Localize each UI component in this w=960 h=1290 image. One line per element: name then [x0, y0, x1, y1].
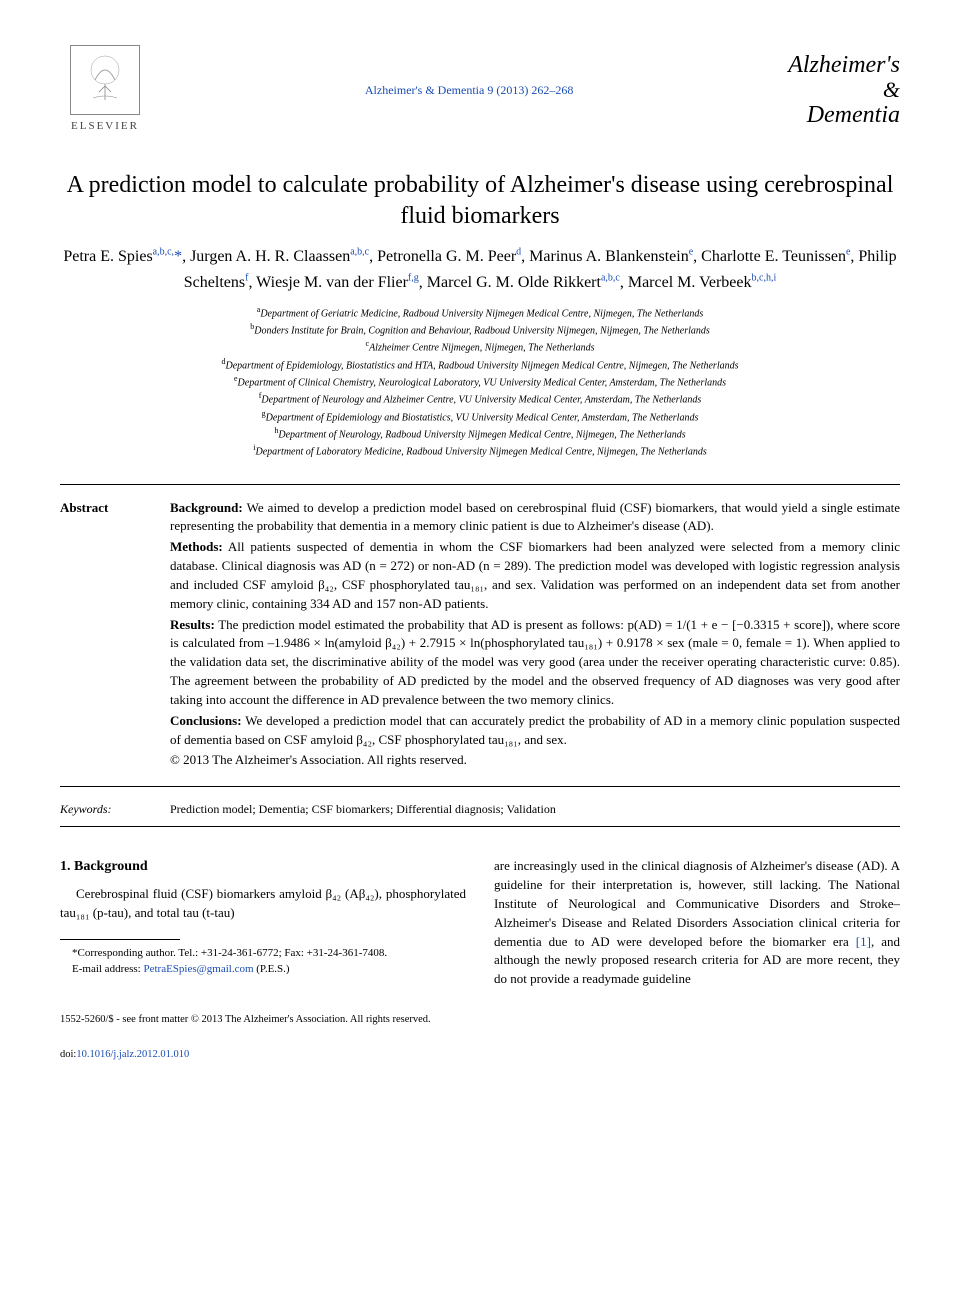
email-footnote: E-mail address: PetraESpies@gmail.com (P… [60, 962, 466, 977]
column-left: 1. Background Cerebrospinal fluid (CSF) … [60, 857, 466, 993]
email-label: E-mail address: [72, 963, 143, 975]
article-title: A prediction model to calculate probabil… [60, 170, 900, 232]
page-header: ELSEVIER Alzheimer's & Dementia 9 (2013)… [60, 40, 900, 140]
email-link[interactable]: PetraESpies@gmail.com [143, 963, 253, 975]
journal-reference[interactable]: Alzheimer's & Dementia 9 (2013) 262–268 [365, 82, 573, 99]
column-right: are increasingly used in the clinical di… [494, 857, 900, 993]
abstract-conclusions-label: Conclusions: [170, 713, 242, 728]
footnote-separator [60, 939, 180, 940]
abstract-label: Abstract [60, 499, 170, 773]
abstract-methods-label: Methods: [170, 539, 223, 554]
affiliations-list: aDepartment of Geriatric Medicine, Radbo… [60, 304, 900, 460]
abstract-copyright: © 2013 The Alzheimer's Association. All … [170, 751, 900, 770]
reference-link-1[interactable]: [1] [856, 934, 871, 949]
journal-name-amp: & [788, 78, 900, 102]
footer-issn: 1552-5260/$ - see front matter © 2013 Th… [60, 1013, 900, 1028]
body-columns: 1. Background Cerebrospinal fluid (CSF) … [60, 857, 900, 993]
authors-list: Petra E. Spiesa,b,c,*, Jurgen A. H. R. C… [60, 244, 900, 295]
abstract-conclusions-text: We developed a prediction model that can… [170, 713, 900, 747]
journal-logo: Alzheimer's & Dementia [788, 52, 900, 129]
publisher-name: ELSEVIER [71, 119, 139, 134]
footer-doi: doi:10.1016/j.jalz.2012.01.010 [60, 1048, 900, 1063]
abstract-background-text: We aimed to develop a prediction model b… [170, 500, 900, 534]
email-suffix: (P.E.S.) [254, 963, 290, 975]
elsevier-tree-icon [70, 45, 140, 115]
abstract-background-label: Background: [170, 500, 243, 515]
journal-name-line1: Alzheimer's [788, 52, 900, 78]
publisher-logo: ELSEVIER [60, 40, 150, 140]
doi-label: doi: [60, 1049, 76, 1060]
abstract-results-label: Results: [170, 617, 215, 632]
keywords-label: Keywords: [60, 801, 170, 818]
abstract-results-text: The prediction model estimated the proba… [170, 617, 900, 707]
keywords-text: Prediction model; Dementia; CSF biomarke… [170, 801, 556, 818]
keywords-row: Keywords: Prediction model; Dementia; CS… [60, 793, 900, 827]
abstract-methods-text: All patients suspected of dementia in wh… [170, 539, 900, 611]
body-paragraph-2: are increasingly used in the clinical di… [494, 857, 900, 989]
journal-name-line2: Dementia [788, 102, 900, 128]
doi-link[interactable]: 10.1016/j.jalz.2012.01.010 [76, 1049, 189, 1060]
corresponding-author-footnote: *Corresponding author. Tel.: +31-24-361-… [60, 946, 466, 961]
section-1-heading: 1. Background [60, 857, 466, 877]
abstract-body: Background: We aimed to develop a predic… [170, 499, 900, 773]
body-paragraph-1: Cerebrospinal fluid (CSF) biomarkers amy… [60, 885, 466, 923]
abstract-block: Abstract Background: We aimed to develop… [60, 484, 900, 788]
